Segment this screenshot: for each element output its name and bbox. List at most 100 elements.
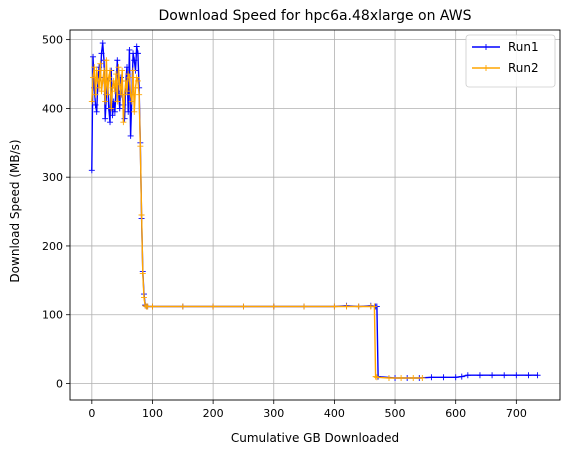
data-point-run2	[110, 77, 117, 84]
data-point-run2	[98, 88, 105, 95]
data-point-run2	[373, 374, 380, 381]
data-point-run2	[102, 98, 109, 105]
data-point-run2	[107, 67, 114, 74]
data-point-run2	[419, 374, 426, 381]
series-line-run2	[91, 60, 423, 379]
y-axis-label: Download Speed (MB/s)	[8, 139, 22, 282]
data-point-run2	[105, 74, 112, 81]
data-point-run2	[130, 67, 137, 74]
data-point-run2	[132, 84, 139, 91]
legend-marker-run2	[483, 65, 489, 71]
x-tick-label: 400	[324, 407, 345, 420]
data-point-run2	[103, 57, 110, 64]
data-point-run1	[127, 132, 134, 139]
data-point-run2	[96, 84, 103, 91]
data-point-run1	[124, 64, 131, 71]
y-tick-label: 100	[42, 309, 63, 322]
data-point-run2	[100, 67, 107, 74]
axis-ticks: 0 100 200 300 400 500 600 700 0 100 200 300 400 500	[42, 34, 527, 420]
data-point-run1	[458, 373, 465, 380]
data-point-run1	[489, 372, 496, 379]
data-point-run2	[109, 84, 116, 91]
y-tick-label: 300	[42, 171, 63, 184]
data-point-run2	[385, 374, 392, 381]
chart-title: Download Speed for hpc6a.48xlarge on AWS	[159, 8, 472, 24]
data-point-run2	[116, 81, 123, 88]
legend-marker-run1	[483, 44, 489, 50]
data-point-run1	[99, 40, 106, 47]
series-run2	[88, 57, 426, 381]
data-point-run1	[125, 108, 132, 115]
data-point-run2	[119, 67, 126, 74]
data-point-run2	[371, 303, 378, 310]
x-tick-label: 0	[88, 407, 95, 420]
data-point-run1	[114, 57, 121, 64]
y-tick-label: 400	[42, 102, 63, 115]
y-tick-label: 500	[42, 34, 63, 47]
data-point-run1	[109, 112, 116, 119]
data-point-run2	[91, 64, 98, 71]
data-point-run2	[127, 91, 134, 98]
data-point-run2	[124, 88, 131, 95]
data-point-run1	[464, 372, 471, 379]
data-point-run2	[137, 143, 144, 150]
x-tick-label: 200	[203, 407, 224, 420]
data-point-run1	[513, 372, 520, 379]
data-point-run1	[93, 108, 100, 115]
data-point-run2	[104, 91, 111, 98]
data-point-run2	[179, 303, 186, 310]
data-point-run2	[138, 212, 145, 218]
data-point-run2	[97, 60, 104, 67]
data-point-run2	[372, 373, 379, 380]
data-point-run2	[108, 105, 115, 112]
data-point-run1	[111, 108, 118, 115]
data-series	[88, 40, 541, 381]
data-point-run2	[133, 74, 140, 81]
data-point-run2	[88, 98, 95, 105]
data-point-run2	[114, 98, 121, 105]
data-point-run1	[102, 115, 109, 122]
data-point-run2	[90, 74, 97, 81]
data-point-run2	[240, 303, 247, 310]
data-point-run1	[92, 101, 99, 108]
x-tick-label: 500	[385, 407, 406, 420]
data-point-run2	[115, 64, 122, 71]
x-tick-label: 300	[263, 407, 284, 420]
data-point-run2	[113, 71, 120, 78]
data-point-run1	[428, 374, 435, 381]
y-tick-label: 0	[56, 377, 63, 390]
data-point-run2	[355, 303, 362, 310]
data-point-run2	[331, 303, 338, 310]
data-point-run1	[88, 167, 95, 174]
data-point-run1	[98, 50, 105, 57]
plot-area-frame	[69, 29, 561, 401]
data-point-run2	[398, 374, 405, 381]
x-tick-label: 600	[445, 407, 466, 420]
data-point-run1	[126, 46, 133, 53]
legend-label-run1: Run1	[508, 40, 539, 54]
grid-lines	[70, 30, 560, 400]
data-point-run1	[525, 372, 532, 379]
legend-label-run2: Run2	[508, 61, 539, 75]
data-point-run1	[476, 372, 483, 379]
data-point-run1	[131, 57, 138, 64]
data-point-run2	[121, 91, 128, 98]
data-point-run1	[116, 105, 123, 112]
data-point-run2	[128, 98, 135, 105]
data-point-run2	[99, 77, 106, 84]
data-point-run2	[343, 303, 350, 310]
data-point-run2	[149, 303, 156, 310]
data-point-run2	[136, 91, 143, 98]
data-point-run2	[410, 374, 417, 381]
data-point-run2	[125, 71, 132, 78]
x-tick-label: 700	[506, 407, 527, 420]
data-point-run2	[126, 74, 133, 81]
data-point-run1	[90, 53, 97, 60]
data-point-run1	[452, 374, 459, 381]
data-point-run1	[121, 115, 128, 122]
data-point-run1	[107, 119, 114, 126]
data-point-run1	[534, 372, 541, 379]
data-point-run2	[122, 77, 129, 84]
data-point-run1	[440, 374, 447, 381]
